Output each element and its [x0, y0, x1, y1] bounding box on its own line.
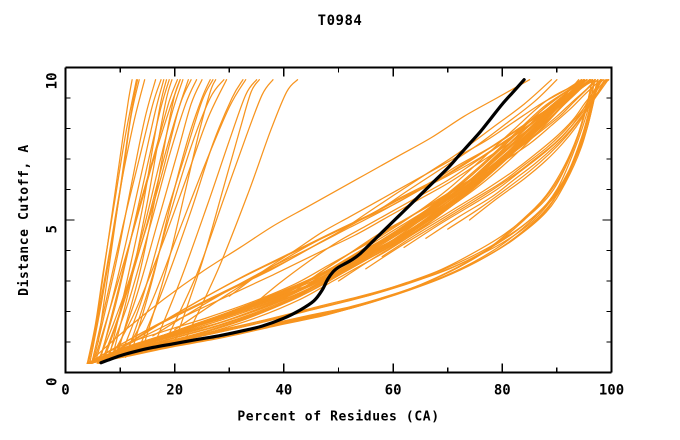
axes-group: [64, 66, 613, 374]
y-axis-title: Distance Cutoff, A: [17, 144, 32, 296]
series-line: [130, 79, 211, 355]
series-line: [130, 79, 588, 343]
x-axis-title: Percent of Residues (CA): [237, 410, 439, 425]
series-line: [93, 79, 181, 363]
series-line: [365, 79, 603, 270]
series-line: [122, 79, 247, 358]
series-line: [381, 79, 605, 258]
series-line: [91, 79, 162, 364]
series-line: [97, 79, 170, 364]
highlight-series: [99, 78, 526, 365]
series-line: [141, 79, 217, 352]
series-line: [228, 79, 583, 297]
series-line: [87, 79, 583, 364]
x-axis-tick-label: 0: [61, 383, 69, 399]
x-axis-tick-label: 100: [599, 383, 624, 399]
x-axis-tick-label: 80: [494, 383, 511, 399]
series-line: [97, 79, 139, 343]
series-line: [108, 79, 603, 358]
y-axis-tick-label: 5: [45, 225, 61, 233]
series-line: [116, 79, 181, 355]
series-line: [97, 79, 592, 361]
series-line: [108, 79, 228, 361]
x-axis-tick-label: 40: [275, 383, 292, 399]
series-line: [105, 79, 198, 361]
series-line: [86, 79, 588, 364]
page-title: T0984: [317, 13, 363, 29]
series-line: [97, 79, 594, 361]
y-axis-tick-label: 0: [45, 378, 61, 386]
series-line: [184, 79, 299, 340]
series-line: [98, 79, 179, 364]
series-line: [97, 79, 602, 361]
series-line: [96, 79, 189, 364]
axis-labels-group: 0 20 40 60 80 100 0 5 10 Percent of Residues (CA)…: [17, 73, 624, 425]
series-line: [108, 79, 168, 358]
series-line: [163, 79, 274, 346]
series-group: [86, 79, 610, 364]
series-line: [124, 79, 225, 358]
series-line: [92, 79, 531, 360]
series-line: [468, 79, 610, 221]
series-line: [111, 79, 173, 360]
series-line: [86, 79, 594, 364]
y-axis-tick-label: 10: [45, 73, 61, 90]
series-line: [114, 79, 203, 358]
series-line: [92, 79, 133, 349]
series-line: [174, 79, 260, 343]
x-axis-tick-label: 20: [166, 383, 183, 399]
series-line: [403, 79, 607, 249]
x-axis-tick-label: 60: [385, 383, 402, 399]
highlight-series-line: [99, 78, 526, 365]
series-line: [135, 79, 244, 355]
series-line: [447, 79, 609, 230]
